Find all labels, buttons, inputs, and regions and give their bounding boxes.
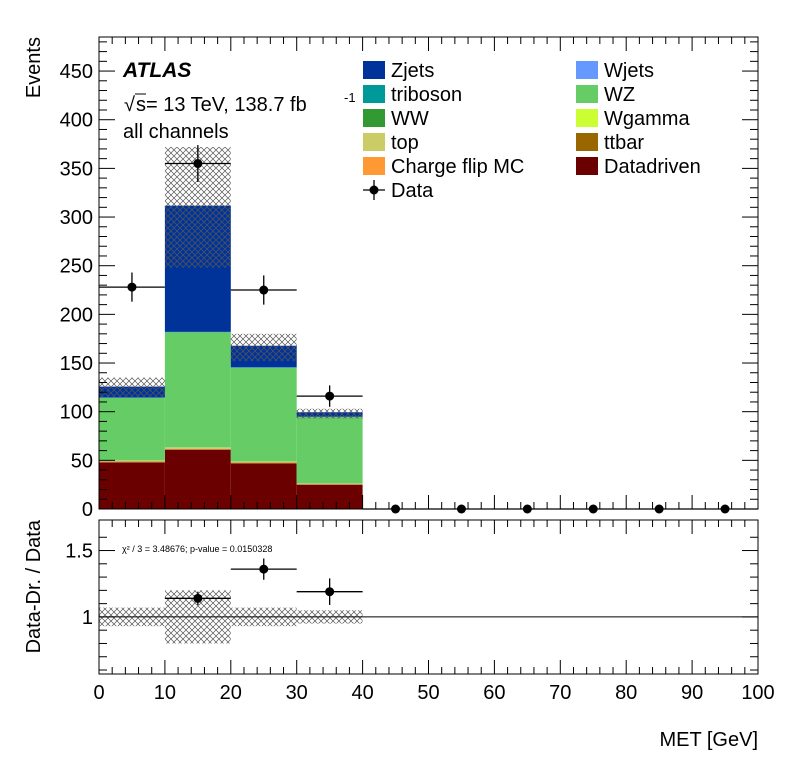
y-tick-label: 200 [60, 304, 93, 326]
data-point [325, 391, 335, 401]
bar-wz [230, 367, 297, 462]
legend-label-wjets: Wjets [604, 60, 654, 82]
main-frame [98, 36, 759, 510]
y-tick-label: 400 [60, 110, 93, 132]
ratio-point [193, 593, 203, 603]
bar-datadriven [230, 463, 297, 509]
x-axis-title: MET [GeV] [659, 729, 758, 751]
legend-swatch-charge-flip-mc [363, 157, 385, 175]
legend-label-wgamma: Wgamma [604, 108, 690, 130]
uncertainty-hatch [230, 333, 297, 362]
energy-label: √ s = 13 TeV, 138.7 fb -1 [124, 90, 356, 116]
y-tick-label: 100 [60, 402, 93, 424]
legend-swatch-ww [363, 109, 385, 127]
legend-swatch-wz [576, 85, 598, 103]
legend-label-top: top [391, 132, 419, 154]
ratio-y-tick-label: 1.5 [65, 541, 93, 563]
ratio-y-tick-label: 1 [82, 607, 93, 629]
legend-label-triboson: triboson [391, 84, 462, 106]
legend-label-datadriven: Datadriven [604, 156, 701, 178]
x-tick-label: 50 [417, 682, 439, 704]
bar-wz [164, 332, 231, 448]
legend-marker-data [369, 185, 379, 195]
legend-swatch-triboson [363, 85, 385, 103]
x-tick-label: 10 [154, 682, 176, 704]
y-tick-label: 300 [60, 207, 93, 229]
ratio-axes: 1 1.5 0 10 20 30 40 50 60 70 80 90 100 [65, 520, 775, 704]
x-tick-label: 80 [615, 682, 637, 704]
x-tick-label: 60 [483, 682, 505, 704]
x-tick-label: 100 [741, 682, 774, 704]
y-tick-label: 250 [60, 256, 93, 278]
legend-swatch-ttbar [576, 133, 598, 151]
atlas-label: ATLAS [122, 59, 191, 82]
x-tick-label: 90 [681, 682, 703, 704]
bar-top [164, 447, 231, 449]
legend-swatch-zjets [363, 61, 385, 79]
x-tick-label: 20 [220, 682, 242, 704]
ratio-panel: 1 1.5 0 10 20 30 40 50 60 70 80 90 100 [65, 519, 775, 704]
y-tick-label: 50 [71, 450, 93, 472]
ratio-point [325, 587, 335, 597]
legend-swatch-top [363, 133, 385, 151]
energy-sup: -1 [344, 90, 356, 105]
bar-top [99, 460, 165, 462]
legend-label-ww: WW [391, 108, 429, 130]
y-axis-title: Events [23, 37, 45, 98]
data-point [259, 285, 269, 295]
energy-s: s [136, 94, 146, 116]
ratio-point [259, 564, 269, 574]
uncertainty-hatch [296, 408, 363, 419]
bar-wz [99, 397, 165, 461]
main-panel: 0 50 100 150 200 250 300 350 400 450 [60, 36, 759, 521]
ratio-y-axis-title: Data-Dr. / Data [23, 519, 45, 653]
bar-top [296, 483, 363, 485]
legend-label-zjets: Zjets [391, 60, 434, 82]
y-tick-label: 350 [60, 158, 93, 180]
legend-label-wz: WZ [604, 84, 635, 106]
energy-text: = 13 TeV, 138.7 fb [146, 94, 307, 116]
sqrt-symbol: √ [124, 94, 135, 116]
uncertainty-band [99, 146, 363, 419]
legend-swatch-datadriven [576, 157, 598, 175]
legend-swatch-wgamma [576, 109, 598, 127]
bar-wz [296, 417, 363, 484]
bar-datadriven [164, 449, 231, 509]
bar-top [230, 461, 297, 463]
ratio-frame [98, 519, 759, 675]
main-axes: 0 50 100 150 200 250 300 350 400 450 [60, 37, 759, 521]
data-point [193, 159, 203, 169]
y-tick-label: 450 [60, 61, 93, 83]
x-tick-label: 40 [351, 682, 373, 704]
channel-label: all channels [123, 121, 229, 143]
uncertainty-hatch [99, 377, 165, 398]
x-tick-label: 70 [549, 682, 571, 704]
bar-datadriven [296, 484, 363, 509]
ratio-points [164, 558, 363, 605]
y-tick-label: 150 [60, 353, 93, 375]
legend-swatch-wjets [576, 61, 598, 79]
legend-label-charge-flip-mc: Charge flip MC [391, 156, 524, 178]
legend: Zjets Wjets triboson WZ WW Wgamma top ttbar Char… [363, 60, 701, 202]
chi2-label: χ² / 3 = 3.48676; p-value = 0.0150328 [122, 544, 272, 554]
data-point [127, 282, 137, 292]
x-tick-label: 0 [93, 682, 104, 704]
legend-label-data: Data [391, 180, 434, 202]
x-tick-label: 30 [286, 682, 308, 704]
legend-label-ttbar: ttbar [604, 132, 644, 154]
bar-datadriven [99, 462, 165, 509]
y-tick-label: 0 [82, 499, 93, 521]
